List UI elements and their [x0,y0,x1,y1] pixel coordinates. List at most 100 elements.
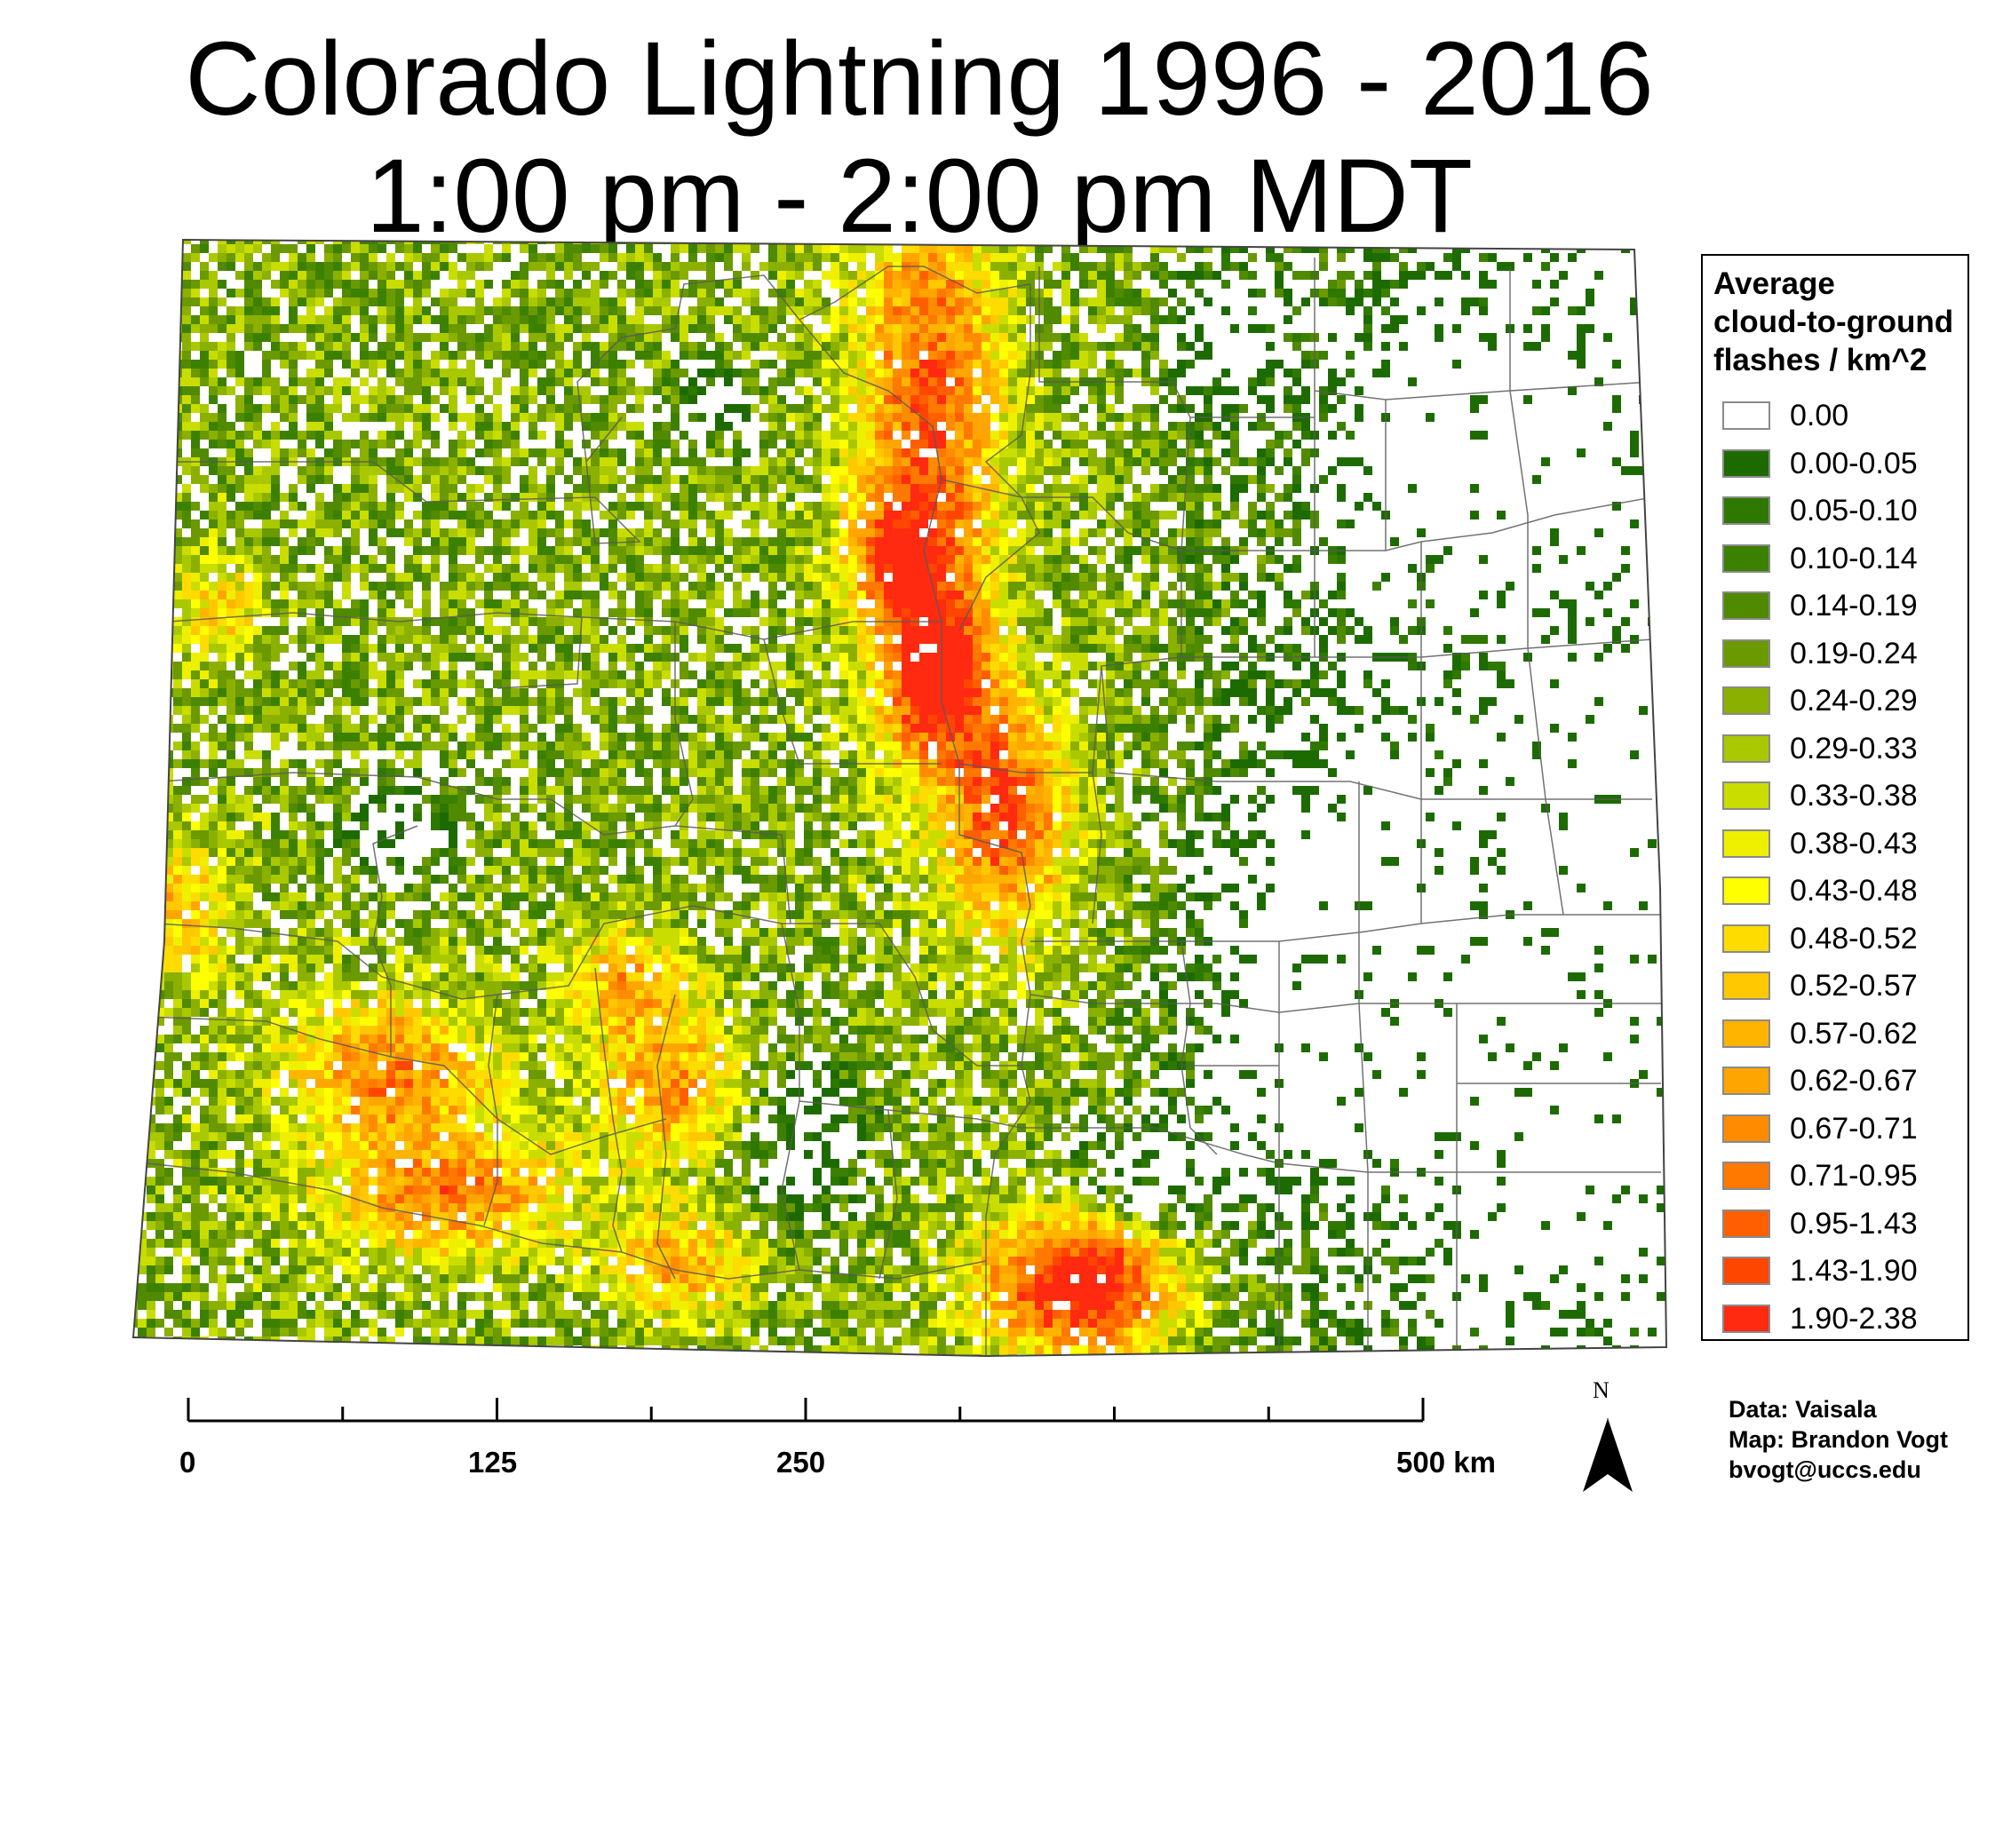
legend-label: 0.67-0.71 [1790,1111,1918,1146]
map-credits: Data: Vaisala Map: Brandon Vogt bvogt@uc… [1729,1394,1948,1485]
legend-item: 0.48-0.52 [1703,917,1967,962]
scale-bar [187,1398,1425,1423]
scale-label-500: 500 km [1396,1446,1496,1479]
legend-item: 0.38-0.43 [1703,822,1967,867]
legend-swatch [1722,591,1770,620]
county-boundary [674,825,791,924]
scale-label-0: 0 [179,1446,196,1479]
legend-title-line: cloud-to-ground [1713,305,1954,339]
county-boundary [692,905,987,1280]
legend-label: 0.29-0.33 [1790,731,1918,765]
legend-label: 0.52-0.57 [1790,969,1918,1003]
legend-swatch [1722,1209,1770,1238]
legend-label: 0.33-0.38 [1790,779,1918,813]
county-boundary [594,967,623,1253]
county-boundary [1181,638,1653,658]
legend-item: 0.00 [1703,394,1967,439]
legend-item: 0.19-0.24 [1703,632,1967,677]
county-boundary [674,622,694,827]
legend-item: 0.57-0.62 [1703,1012,1967,1057]
legend-label: 0.57-0.62 [1790,1016,1918,1051]
county-boundary [155,905,694,1000]
county-boundary [799,319,942,702]
legend-label: 0.43-0.48 [1790,874,1918,908]
legend-item: 0.29-0.33 [1703,727,1967,772]
legend-swatch [1722,829,1770,858]
legend-label: 1.43-1.90 [1790,1254,1918,1288]
legend-swatch [1722,876,1770,905]
legend-item: 1.90-2.38 [1703,1297,1967,1342]
county-boundary [1314,381,1653,401]
legend-item: 0.95-1.43 [1703,1202,1967,1247]
legend-item: 0.43-0.48 [1703,869,1967,914]
legend-item: 0.24-0.29 [1703,679,1967,724]
county-boundary [941,479,1040,631]
legend-item: 0.67-0.71 [1703,1107,1967,1152]
map-title-line-2: 1:00 pm - 2:00 pm MDT [366,138,1473,255]
county-boundary [656,994,676,1280]
legend-item: 0.62-0.67 [1703,1059,1967,1104]
legend-swatch [1722,401,1770,430]
state-outline [131,238,1668,1358]
county-boundary [763,638,942,765]
north-label: N [1593,1377,1610,1403]
legend-swatch [1722,1257,1770,1285]
county-boundary [146,1162,800,1280]
county-boundary [1358,781,1369,1356]
scale-label-250: 250 [776,1446,826,1479]
legend-swatch [1722,924,1770,953]
legend-label: 0.71-0.95 [1790,1159,1918,1193]
county-boundary [878,1109,898,1280]
county-boundary [1509,266,1564,916]
legend-swatch [1722,1067,1770,1095]
scale-label-125: 125 [468,1446,518,1479]
legend-swatch [1722,686,1770,715]
county-boundary [799,266,1031,321]
legend-label: 1.90-2.38 [1790,1301,1918,1336]
county-boundary [483,994,498,1226]
county-boundary [168,612,583,689]
legend-item: 0.00-0.05 [1703,442,1967,487]
county-boundary [159,772,676,836]
legend-swatch [1722,1162,1770,1190]
legend-swatch [1722,496,1770,525]
legend-swatch [1722,1019,1770,1048]
legend-item: 0.05-0.10 [1703,489,1967,534]
credit-map-author: Map: Brandon Vogt [1729,1426,1948,1453]
credit-email: bvogt@uccs.edu [1729,1456,1921,1483]
county-boundary [1038,266,1191,773]
legend-label: 0.14-0.19 [1790,589,1918,623]
legend-label: 0.00-0.05 [1790,446,1918,480]
legend-swatch [1722,638,1770,668]
map-title-line-1: Colorado Lightning 1996 - 2016 [185,20,1654,138]
legend-label: 0.62-0.67 [1790,1064,1918,1098]
legend-label: 0.38-0.43 [1790,826,1918,861]
county-boundary [984,284,1182,551]
legend-item: 0.14-0.19 [1703,584,1967,629]
legend-item: 0.52-0.57 [1703,964,1967,1009]
credit-data-source: Data: Vaisala [1729,1396,1877,1423]
map-legend: Average cloud-to-ground flashes / km^2 0… [1701,254,1969,1341]
legend-item: 1.43-1.90 [1703,1249,1967,1294]
legend-item: 0.33-0.38 [1703,774,1967,819]
density-raster [133,240,1666,1356]
legend-swatch [1722,781,1770,810]
legend-label: 0.05-0.10 [1790,494,1918,527]
county-boundary [782,923,1021,1067]
legend-label: 0.95-1.43 [1790,1206,1918,1241]
north-arrow-icon [1583,1418,1633,1492]
legend-swatch [1722,448,1770,478]
county-boundary [372,825,418,1057]
county-boundary [178,416,641,544]
legend-swatch [1722,1304,1770,1333]
legend-item: 0.71-0.95 [1703,1154,1967,1199]
legend-label: 0.19-0.24 [1790,636,1918,670]
legend-title-line: Average [1713,266,1835,301]
county-boundary [799,1100,1661,1173]
legend-swatch [1722,734,1770,763]
legend-swatch [1722,543,1770,573]
legend-item: 0.10-0.14 [1703,537,1967,582]
legend-label: 0.48-0.52 [1790,921,1918,956]
legend-label: 0.00 [1790,399,1849,432]
